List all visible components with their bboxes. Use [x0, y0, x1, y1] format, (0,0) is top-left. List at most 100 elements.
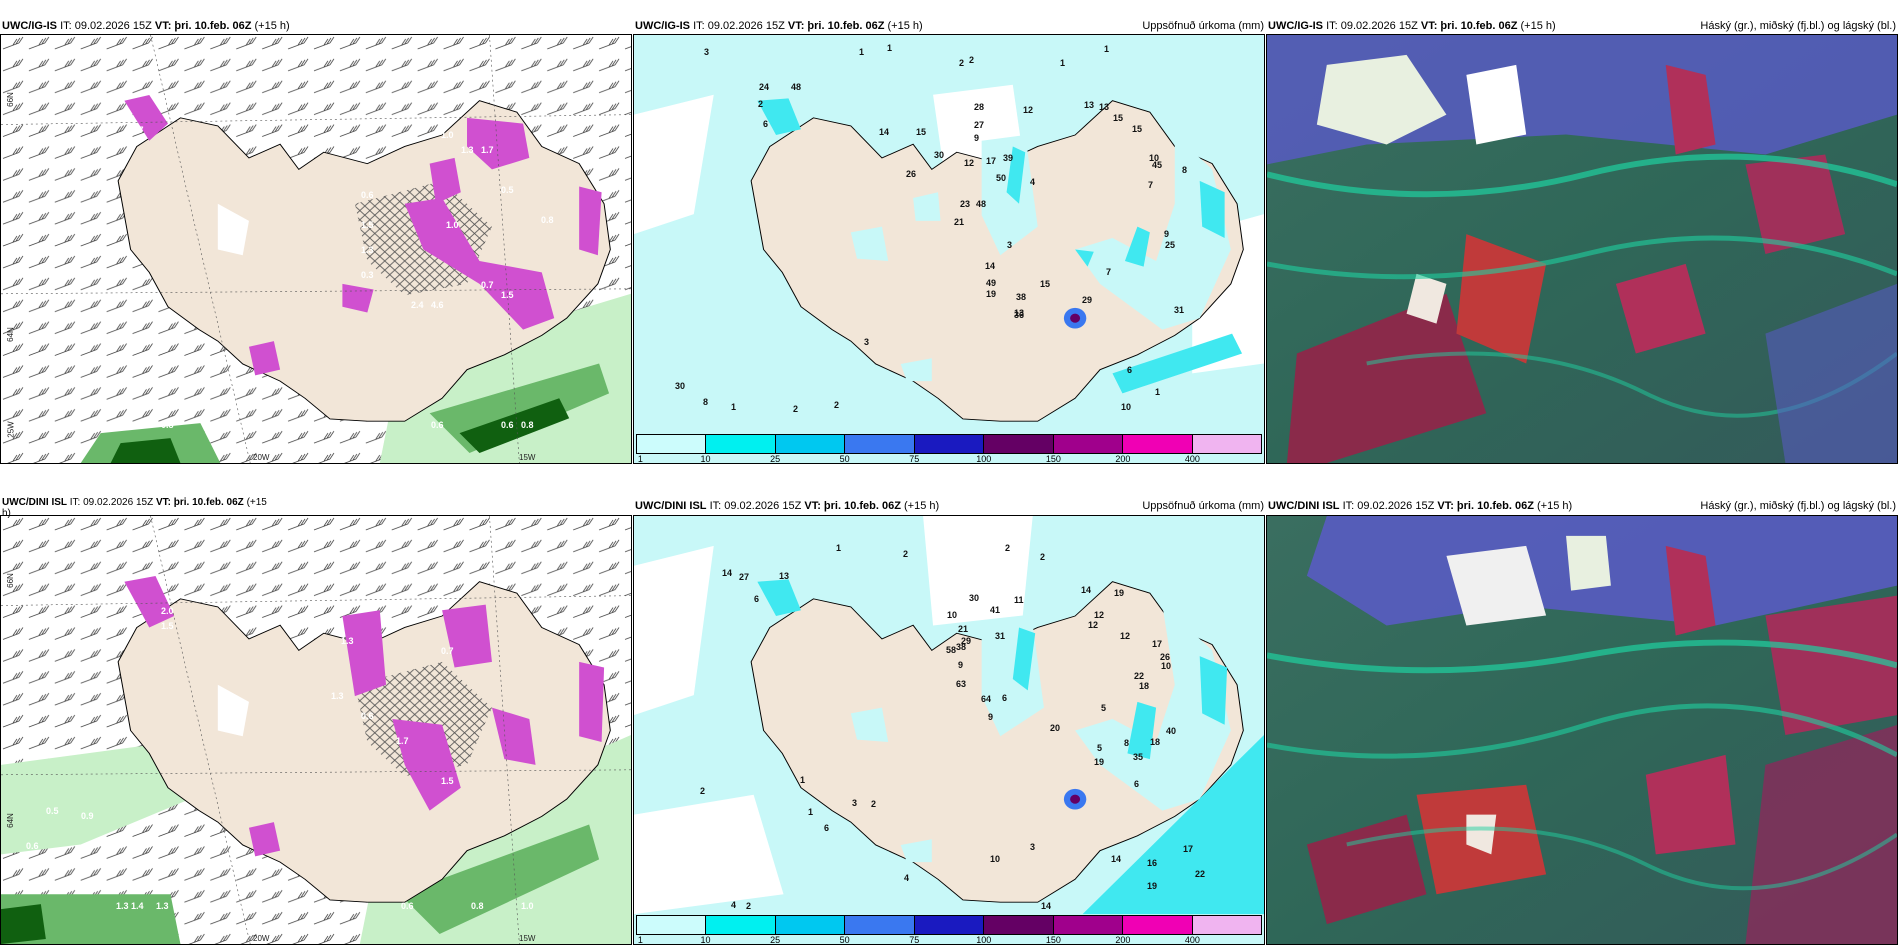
map-value-label: 30 — [969, 593, 980, 603]
colorbar-swatch — [984, 916, 1054, 934]
map-value-label: 7 — [1106, 267, 1112, 277]
map-value-label: 1 — [731, 402, 737, 412]
panel-bot-left: 66N 64N 20W 15W 2.0 1.5 1.3 0.7 1.3 0.6 1.7 1.5… — [0, 515, 632, 945]
map-value-label: 2 — [959, 58, 965, 68]
map-value-label: 49 — [986, 278, 997, 288]
map-value-label: 14 — [985, 261, 996, 271]
map-value-label: 10 — [1161, 661, 1172, 671]
map-value-label: 18 — [1139, 681, 1150, 691]
map-value-label: 0.8 — [471, 901, 484, 911]
colorbar-tick: 25 — [770, 935, 781, 945]
vt-label: VT: — [1420, 20, 1438, 32]
map-value-label: 1.5 — [441, 776, 454, 786]
colorbar-tick: 150 — [1045, 935, 1061, 945]
map-value-label: 0.6 — [26, 841, 39, 851]
map-value-label: 2 — [903, 549, 909, 559]
map-value-label: 38 — [1016, 292, 1027, 302]
colorbar-swatch — [775, 916, 846, 934]
panel-top-left: 66N 64N 25W 20W 15W 0.7 1.0 1.3 1.7 0.6 0.5 1.… — [0, 34, 632, 464]
map-value-label: 0.7 — [441, 646, 454, 656]
map-value-label: 17 — [1152, 639, 1163, 649]
map-value-label: 14 — [1041, 901, 1052, 911]
map-value-label: 15 — [1113, 113, 1124, 123]
map-value-label: 1 — [836, 543, 842, 553]
colorbar-swatch — [1123, 916, 1193, 934]
map-value-label: 12 — [1088, 620, 1099, 630]
map-value-label: 1.3 — [116, 901, 129, 911]
map-value-label: 27 — [739, 572, 750, 582]
colorbar-swatch — [637, 435, 707, 453]
map-value-label: 6 — [1134, 779, 1140, 789]
lead-time: (+15 h) — [887, 20, 923, 32]
map-value-label: 3 — [1030, 842, 1036, 852]
map-value-label: 29 — [961, 636, 972, 646]
map-value-label: 1.7 — [396, 736, 409, 746]
colorbar-tick: 400 — [1184, 935, 1200, 945]
map-value-label: 1 — [1155, 387, 1161, 397]
colorbar-swatch — [706, 916, 776, 934]
lead-time: (+15 h) — [2, 497, 267, 519]
lat-66-label: 66N — [5, 573, 15, 588]
map-value-label: 4 — [904, 873, 910, 883]
map-value-label: 1.7 — [481, 145, 494, 155]
init-time: IT: 09.02.2026 15Z — [1326, 20, 1418, 32]
map-value-label: 1 — [1104, 44, 1110, 54]
colorbar-swatch — [1192, 435, 1261, 453]
map-value-label: 2.0 — [161, 606, 174, 616]
map-value-label: 3 — [864, 337, 870, 347]
colorbar-tick: 10 — [700, 935, 711, 945]
map-value-label: 39 — [1003, 153, 1014, 163]
map-value-label: 16 — [1147, 858, 1158, 868]
map-value-label: 0.3 — [361, 270, 374, 280]
map-value-label: 41 — [990, 605, 1001, 615]
map-value-label: 0.7 — [481, 280, 494, 290]
map-value-label: 0.5 — [501, 185, 514, 195]
vt-label: VT: — [804, 500, 821, 512]
lon-20-label: 20W — [253, 453, 270, 462]
map-value-label: 7 — [1148, 180, 1154, 190]
colorbar-swatch — [845, 435, 915, 453]
map-value-label: 0.6 — [401, 901, 414, 911]
map-value-label: 1.0 — [521, 901, 534, 911]
colorbar-swatch — [637, 916, 707, 934]
title-bot-left: UWC/DINI ISL IT: 09.02.2026 15Z VT: þri.… — [2, 497, 272, 519]
map-value-label: 1.4 — [301, 420, 314, 430]
field-title-top-right: Háský (gr.), miðský (fj.bl.) og lágský (… — [1700, 20, 1896, 32]
colorbar-swatch — [984, 435, 1054, 453]
map-value-label: 19 — [1114, 588, 1125, 598]
map-value-label: 19 — [1094, 757, 1105, 767]
colorbar-tick: 200 — [1115, 935, 1131, 945]
title-bot-right: UWC/DINI ISL IT: 09.02.2026 15Z VT: þri.… — [1268, 497, 1572, 515]
map-value-label: 12 — [1094, 610, 1105, 620]
model-name: UWC/IG-IS — [635, 20, 690, 32]
model-name: UWC/DINI ISL — [1268, 500, 1340, 512]
valid-time: þri. 10.feb. 06Z — [823, 500, 901, 512]
map-value-label: 2.4 — [411, 300, 424, 310]
map-value-label: 8 — [703, 397, 709, 407]
map-value-label: 5 — [1097, 743, 1103, 753]
title-top-left: UWC/IG-IS IT: 09.02.2026 15Z VT: þri. 10… — [2, 17, 290, 35]
vt-label: VT: — [1437, 500, 1454, 512]
map-value-label: 6 — [1127, 365, 1133, 375]
map-value-label: 1.3 — [331, 691, 344, 701]
map-value-label: 13 — [1099, 102, 1110, 112]
valid-time: þri. 10.feb. 06Z — [173, 497, 244, 508]
map-value-label: 8 — [1124, 738, 1130, 748]
map-value-label: 1.5 — [361, 220, 374, 230]
colorbar-tick: 75 — [909, 454, 920, 464]
map-value-label: 30 — [934, 150, 945, 160]
map-value-label: 29 — [1082, 295, 1093, 305]
map-value-label: 18 — [1150, 737, 1161, 747]
panel-top-mid: 3 1 1 2 2 1 1 24 48 2 6 28 12 13 13 15 15 27 9 30 12 17 39 10 45… — [633, 34, 1265, 464]
map-value-label: 2 — [793, 404, 799, 414]
map-value-label: 14 — [1111, 854, 1122, 864]
map-value-label: 9 — [958, 660, 964, 670]
map-value-label: 4.6 — [301, 901, 314, 911]
map-value-label: 26 — [1160, 652, 1171, 662]
map-value-label: 15 — [916, 127, 927, 137]
lon-20-label: 20W — [253, 934, 270, 943]
map-value-label: 0.6 — [361, 711, 374, 721]
panel-top-right — [1266, 34, 1898, 464]
map-value-label: 1.3 — [156, 901, 169, 911]
map-value-label: 12 — [1120, 631, 1131, 641]
